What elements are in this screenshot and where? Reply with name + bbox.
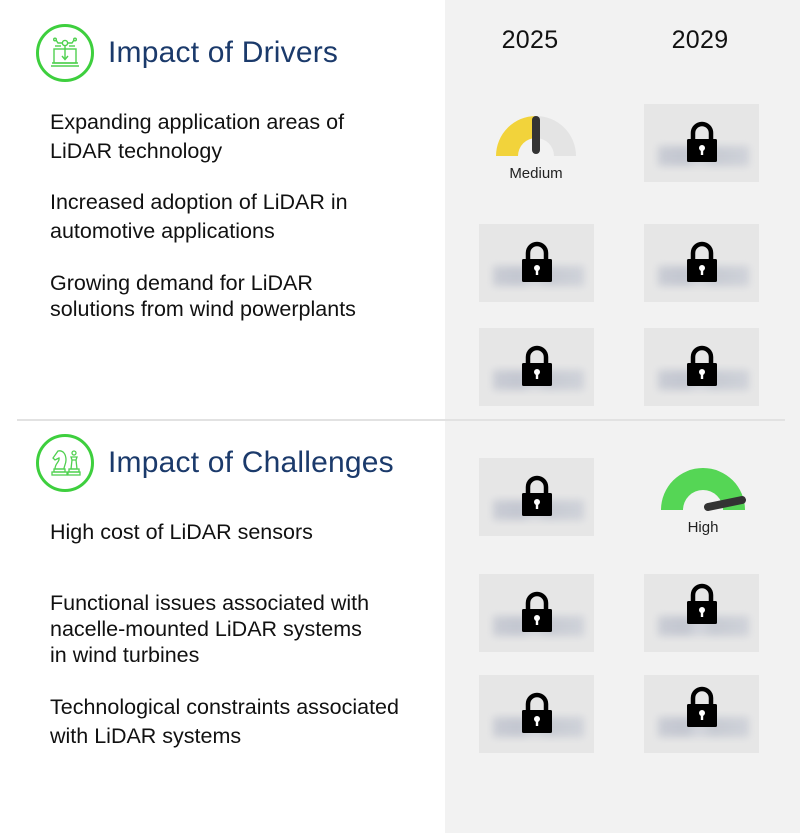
lock-icon <box>686 686 717 727</box>
driver-item-2: Increased adoption of LiDAR in automotiv… <box>50 190 348 243</box>
blurred-value <box>658 616 749 636</box>
gauge-high-icon <box>661 468 746 511</box>
challenge-item-1: High cost of LiDAR sensors <box>50 520 313 544</box>
challenges-section-header: Impact of Challenges <box>36 434 394 492</box>
locked-cell-driver2-2029[interactable] <box>644 224 759 302</box>
gauge-medium: Medium <box>486 112 586 182</box>
challenge-item-2: Functional issues associated with nacell… <box>50 591 370 667</box>
lock-icon <box>686 583 717 624</box>
challenges-title: Impact of Challenges <box>108 446 394 479</box>
locked-cell-challenge1-2025[interactable] <box>479 458 594 536</box>
locked-cell-driver1-2029[interactable] <box>644 104 759 182</box>
gauge-medium-label: Medium <box>509 165 563 182</box>
lock-icon <box>521 475 552 516</box>
lock-icon <box>686 345 717 386</box>
circuit-laptop-icon <box>36 24 94 82</box>
column-header-2029: 2029 <box>671 26 729 54</box>
lock-icon <box>521 241 552 282</box>
gauge-high: High <box>653 464 753 536</box>
locked-cell-driver2-2025[interactable] <box>479 224 594 302</box>
gauge-medium-icon <box>496 116 576 156</box>
driver-item-3: Growing demand for LiDAR solutions from … <box>50 271 356 321</box>
gauge-high-label: High <box>687 519 719 536</box>
challenge-item-3: Technological constraints associated wit… <box>50 695 399 748</box>
chess-pieces-icon <box>36 434 94 492</box>
lock-icon <box>521 591 552 632</box>
locked-cell-driver3-2029[interactable] <box>644 328 759 406</box>
lock-icon <box>521 345 552 386</box>
locked-cell-challenge2-2029[interactable] <box>644 574 759 652</box>
column-header-2025: 2025 <box>501 26 559 54</box>
locked-cell-challenge3-2025[interactable] <box>479 675 594 753</box>
lock-icon <box>686 241 717 282</box>
section-divider <box>17 419 785 421</box>
lock-icon <box>521 692 552 733</box>
locked-cell-challenge3-2029[interactable] <box>644 675 759 753</box>
locked-cell-challenge2-2025[interactable] <box>479 574 594 652</box>
locked-cell-driver3-2025[interactable] <box>479 328 594 406</box>
driver-item-1: Expanding application areas of LiDAR tec… <box>50 110 345 163</box>
drivers-section-header: Impact of Drivers <box>36 24 338 82</box>
lock-icon <box>686 121 717 162</box>
drivers-title: Impact of Drivers <box>108 36 339 69</box>
